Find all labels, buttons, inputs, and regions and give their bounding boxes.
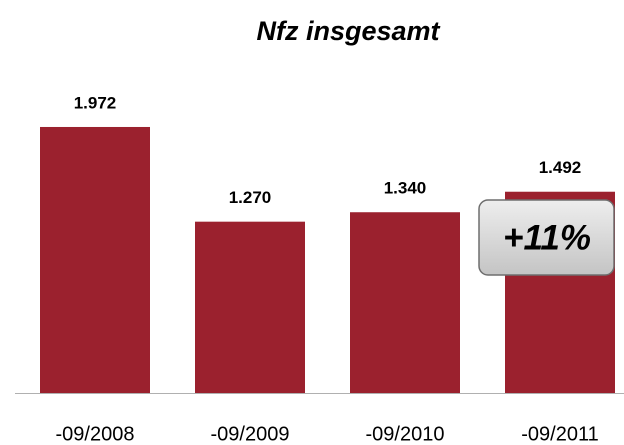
annotation-text: +11%	[503, 218, 591, 257]
x-tick-label: -09/2008	[56, 423, 135, 445]
bar	[195, 221, 305, 393]
x-tick-label: -09/2011	[521, 423, 598, 445]
bar	[350, 212, 460, 393]
value-label: 1.492	[539, 158, 582, 177]
chart-title: Nfz insgesamt	[256, 16, 440, 46]
annotation-box: +11%	[478, 199, 615, 276]
x-tick-label: -09/2010	[366, 423, 445, 445]
x-tick-label: -09/2009	[211, 423, 290, 445]
value-label: 1.972	[74, 93, 117, 112]
value-label: 1.270	[229, 188, 272, 207]
bar	[40, 126, 150, 393]
annotation-frame	[478, 199, 615, 276]
value-label: 1.340	[384, 179, 427, 198]
